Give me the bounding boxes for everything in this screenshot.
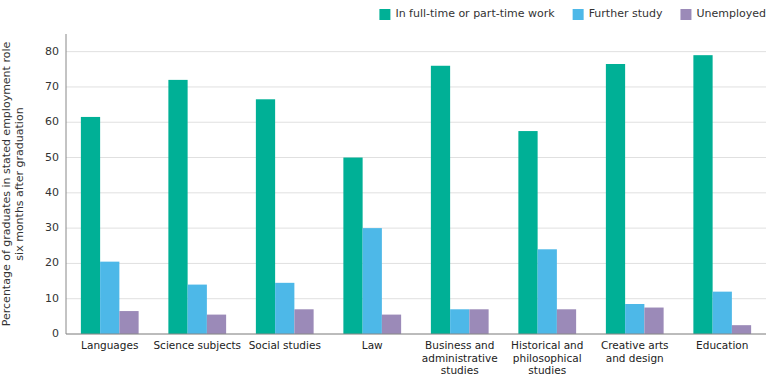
grid-line [66,334,766,335]
bar [557,309,576,334]
x-tick-label: Business andadministrativestudies [422,339,498,376]
legend-item: Unemployed [680,7,766,20]
bar [363,228,382,334]
bar [207,315,226,334]
grid [66,52,766,334]
y-axis-line [66,34,67,334]
x-tick-label: Science subjects [153,339,241,351]
y-tick-label: 70 [45,80,59,93]
bar [275,283,294,334]
x-tick-label: Education [696,339,748,351]
y-tick-label: 0 [52,327,59,340]
bar [382,315,401,334]
y-tick-label: 20 [45,256,59,269]
legend-item: In full-time or part-time work [379,7,555,20]
grid-line [66,51,766,52]
chart: 0 10 20 30 40 50 60 70 80 Percentage of graduates… [0,0,780,386]
y-tick-label: 40 [45,186,59,199]
y-tick-label: 60 [45,115,59,128]
bar [450,309,469,334]
bar [644,308,663,334]
x-tick-label: Historical andphilosophicalstudies [511,339,583,376]
legend-label: Unemployed [696,7,766,20]
x-axis-line [66,334,766,335]
y-tick-label: 50 [45,151,59,164]
bar [469,309,488,334]
bar [518,131,537,334]
y-tick-label: 30 [45,221,59,234]
bar [732,325,751,334]
bar [606,64,625,334]
x-tick-label: Social studies [249,339,321,351]
bar [100,262,119,334]
y-tick-label: 10 [45,292,59,305]
y-axis-label: Percentage of graduates in stated employ… [0,42,26,327]
bar [81,117,100,334]
legend-swatch [680,9,691,20]
bar [256,99,275,334]
legend-item: Further study [573,7,663,20]
x-tick-label: Languages [81,339,138,351]
legend: In full-time or part-time work Further st… [379,7,766,20]
bar [625,304,644,334]
x-tick-label: Creative artsand design [601,339,669,364]
bar [431,66,450,334]
bar [343,158,362,334]
bars [81,55,751,334]
y-tick-label: 80 [45,45,59,58]
bar [294,309,313,334]
bar [168,80,187,334]
bar [119,311,138,334]
legend-label: Further study [589,7,663,20]
legend-label: In full-time or part-time work [395,7,555,20]
bar [713,292,732,334]
bar [538,249,557,334]
legend-swatch [573,9,584,20]
legend-swatch [379,9,390,20]
x-tick-label: Law [362,339,383,351]
bar [188,285,207,334]
bar [693,55,712,334]
